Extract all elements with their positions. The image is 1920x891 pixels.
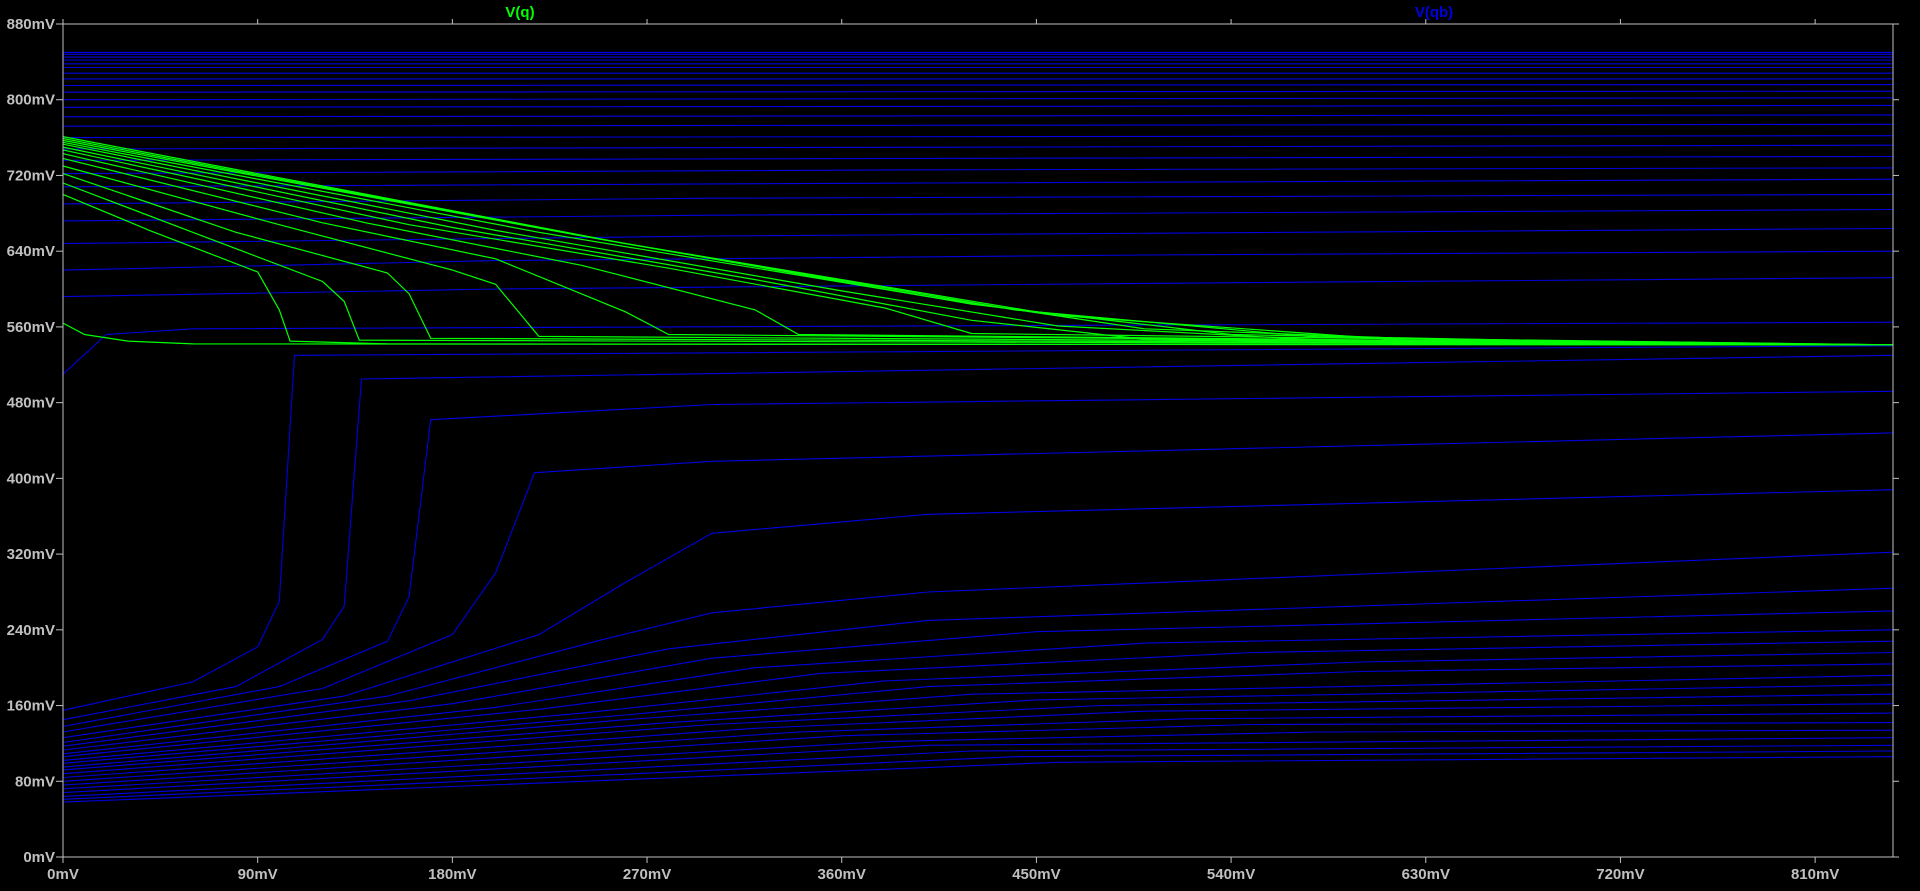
vqb-trace-12 bbox=[62, 123, 1894, 127]
vq-trace-4 bbox=[62, 173, 1894, 346]
vqb-trace-44 bbox=[62, 729, 1894, 790]
y-tick-label: 320mV bbox=[7, 546, 55, 563]
vqb-trace-48 bbox=[62, 756, 1894, 803]
x-tick-label: 720mV bbox=[1596, 866, 1644, 883]
vq-trace-6 bbox=[62, 157, 1894, 346]
y-tick-label: 880mV bbox=[7, 16, 55, 33]
vqb-trace-16 bbox=[62, 90, 1894, 93]
y-tick-label: 800mV bbox=[7, 92, 55, 109]
vqb-trace-46 bbox=[62, 744, 1894, 797]
x-tick-label: 90mV bbox=[238, 866, 278, 883]
vqb-trace-42 bbox=[62, 712, 1894, 782]
x-tick-label: 810mV bbox=[1791, 866, 1839, 883]
vqb-trace-30 bbox=[62, 489, 1894, 739]
x-tick-label: 360mV bbox=[818, 866, 866, 883]
legend: V(q) V(qb) bbox=[505, 4, 1453, 21]
y-tick-label: 80mV bbox=[15, 773, 55, 790]
legend-vqb[interactable]: V(qb) bbox=[1415, 4, 1453, 21]
vqb-trace-29 bbox=[62, 432, 1894, 733]
vqb-trace-33 bbox=[62, 610, 1894, 751]
vq-trace-7 bbox=[62, 153, 1894, 346]
vq-trace-3 bbox=[62, 182, 1894, 346]
x-tick-label: 180mV bbox=[428, 866, 476, 883]
x-tick-label: 630mV bbox=[1402, 866, 1450, 883]
y-tick-label: 640mV bbox=[7, 243, 55, 260]
vqb-trace-34 bbox=[62, 629, 1894, 755]
vqb-trace-2 bbox=[62, 277, 1894, 298]
vqb-trace-28 bbox=[62, 390, 1894, 727]
vqb-trace-31 bbox=[62, 551, 1894, 744]
axes-layer: 0mV 90mV 180mV 270mV 360mV 450mV 540mV 630mV 720… bbox=[7, 16, 1899, 883]
vqb-trace-47 bbox=[62, 750, 1894, 800]
vq-trace-5 bbox=[62, 165, 1894, 346]
vqb-trace-35 bbox=[62, 640, 1894, 758]
vqb-trace-45 bbox=[62, 737, 1894, 794]
vqb-trace-14 bbox=[62, 104, 1894, 108]
y-tick-label: 720mV bbox=[7, 167, 55, 184]
x-tick-label: 540mV bbox=[1207, 866, 1255, 883]
vqb-trace-13 bbox=[62, 114, 1894, 118]
vqb-trace-10 bbox=[62, 144, 1894, 150]
vq-trace-8 bbox=[62, 149, 1894, 346]
vqb-trace-4 bbox=[62, 227, 1894, 245]
y-tick-label: 480mV bbox=[7, 395, 55, 412]
y-tick-label: 0mV bbox=[23, 849, 55, 866]
x-tick-label: 450mV bbox=[1012, 866, 1060, 883]
vqb-trace-43 bbox=[62, 722, 1894, 786]
vqb-trace-7 bbox=[62, 178, 1894, 188]
vqb-trace-36 bbox=[62, 651, 1894, 761]
vqb-trace-8 bbox=[62, 167, 1894, 175]
legend-vq[interactable]: V(q) bbox=[505, 4, 534, 21]
vq-trace-11 bbox=[62, 141, 1894, 346]
y-tick-label: 160mV bbox=[7, 698, 55, 715]
vq-trace-14 bbox=[62, 136, 1894, 346]
vq-trace-9 bbox=[62, 146, 1894, 346]
vqb-trace-5 bbox=[62, 208, 1894, 222]
vqb-trace-27 bbox=[62, 354, 1894, 721]
vqb-trace-32 bbox=[62, 587, 1894, 747]
vqb-trace-37 bbox=[62, 663, 1894, 764]
vqb-trace-6 bbox=[62, 193, 1894, 205]
vqb-trace-40 bbox=[62, 693, 1894, 775]
vqb-trace-39 bbox=[62, 684, 1894, 771]
vqb-trace-17 bbox=[62, 84, 1894, 87]
y-tick-label: 560mV bbox=[7, 319, 55, 336]
x-tick-label: 0mV bbox=[47, 866, 79, 883]
vq-trace-2 bbox=[62, 193, 1894, 346]
vqb-trace-11 bbox=[62, 135, 1894, 139]
vqb-trace-26 bbox=[62, 345, 1894, 711]
vq-trace-10 bbox=[62, 143, 1894, 346]
curves-layer bbox=[62, 51, 1894, 803]
vq-trace-13 bbox=[62, 137, 1894, 346]
vqb-trace-9 bbox=[62, 155, 1894, 161]
vqb-trace-41 bbox=[62, 703, 1894, 779]
y-tick-label: 400mV bbox=[7, 470, 55, 487]
plot-frame bbox=[62, 23, 1894, 858]
vqb-trace-1 bbox=[62, 321, 1894, 375]
vqb-trace-15 bbox=[62, 97, 1894, 101]
x-tick-label: 270mV bbox=[623, 866, 671, 883]
y-tick-label: 240mV bbox=[7, 622, 55, 639]
vqb-trace-38 bbox=[62, 674, 1894, 768]
